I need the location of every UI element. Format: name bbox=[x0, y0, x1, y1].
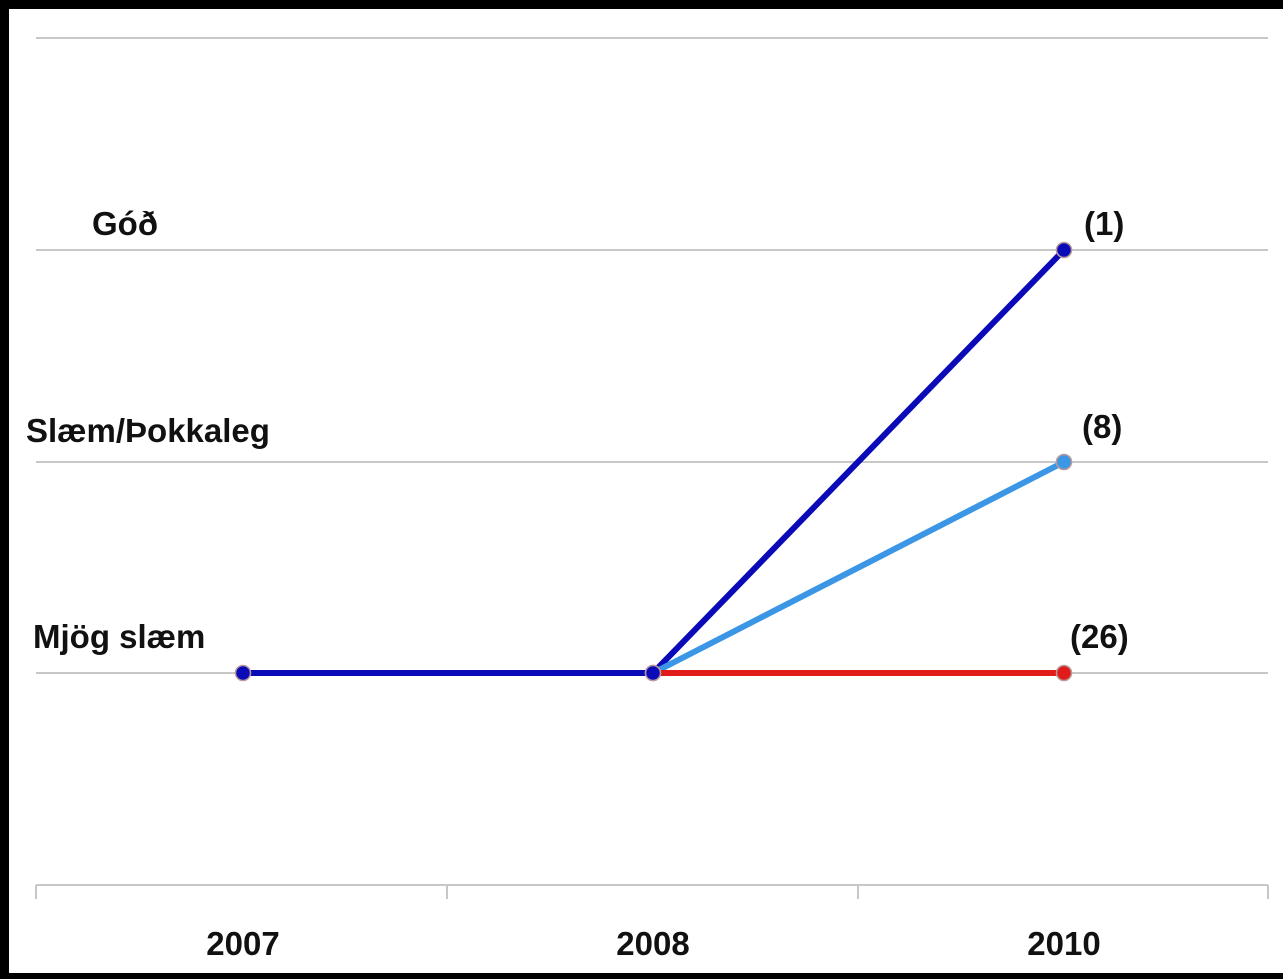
series-line-2 bbox=[650, 247, 1067, 676]
series-point-shared-2008 bbox=[644, 664, 662, 682]
x-tick-labels: 2007 2008 2010 bbox=[206, 925, 1100, 962]
annotation-series-3: (8) bbox=[1082, 408, 1122, 445]
x-tick-label-2007: 2007 bbox=[206, 925, 279, 962]
series-point-3-2010 bbox=[1055, 453, 1073, 471]
x-tick-label-2010: 2010 bbox=[1027, 925, 1100, 962]
series-lines bbox=[240, 247, 1067, 676]
series-line-3 bbox=[650, 459, 1067, 676]
series-point-1-2007 bbox=[234, 664, 252, 682]
point-annotations: (1) (8) (26) bbox=[1070, 205, 1129, 655]
series-point-4-2010 bbox=[1055, 664, 1073, 682]
y-tick-label-mjo-g-sl-m: Mjög slæm bbox=[33, 618, 205, 655]
gridlines bbox=[36, 37, 1268, 674]
y-tick-label-go: Góð bbox=[92, 205, 158, 242]
x-tick-label-2008: 2008 bbox=[616, 925, 689, 962]
series-point-2-2010 bbox=[1055, 241, 1073, 259]
y-tick-label-sl-m-okkaleg: Slæm/Þokkaleg bbox=[26, 412, 270, 449]
annotation-series-4: (26) bbox=[1070, 618, 1129, 655]
y-tick-labels: Mjög slæm Slæm/Þokkaleg Góð bbox=[26, 205, 270, 655]
annotation-series-2: (1) bbox=[1084, 205, 1124, 242]
series-points bbox=[234, 241, 1073, 682]
x-axis bbox=[35, 884, 1269, 899]
